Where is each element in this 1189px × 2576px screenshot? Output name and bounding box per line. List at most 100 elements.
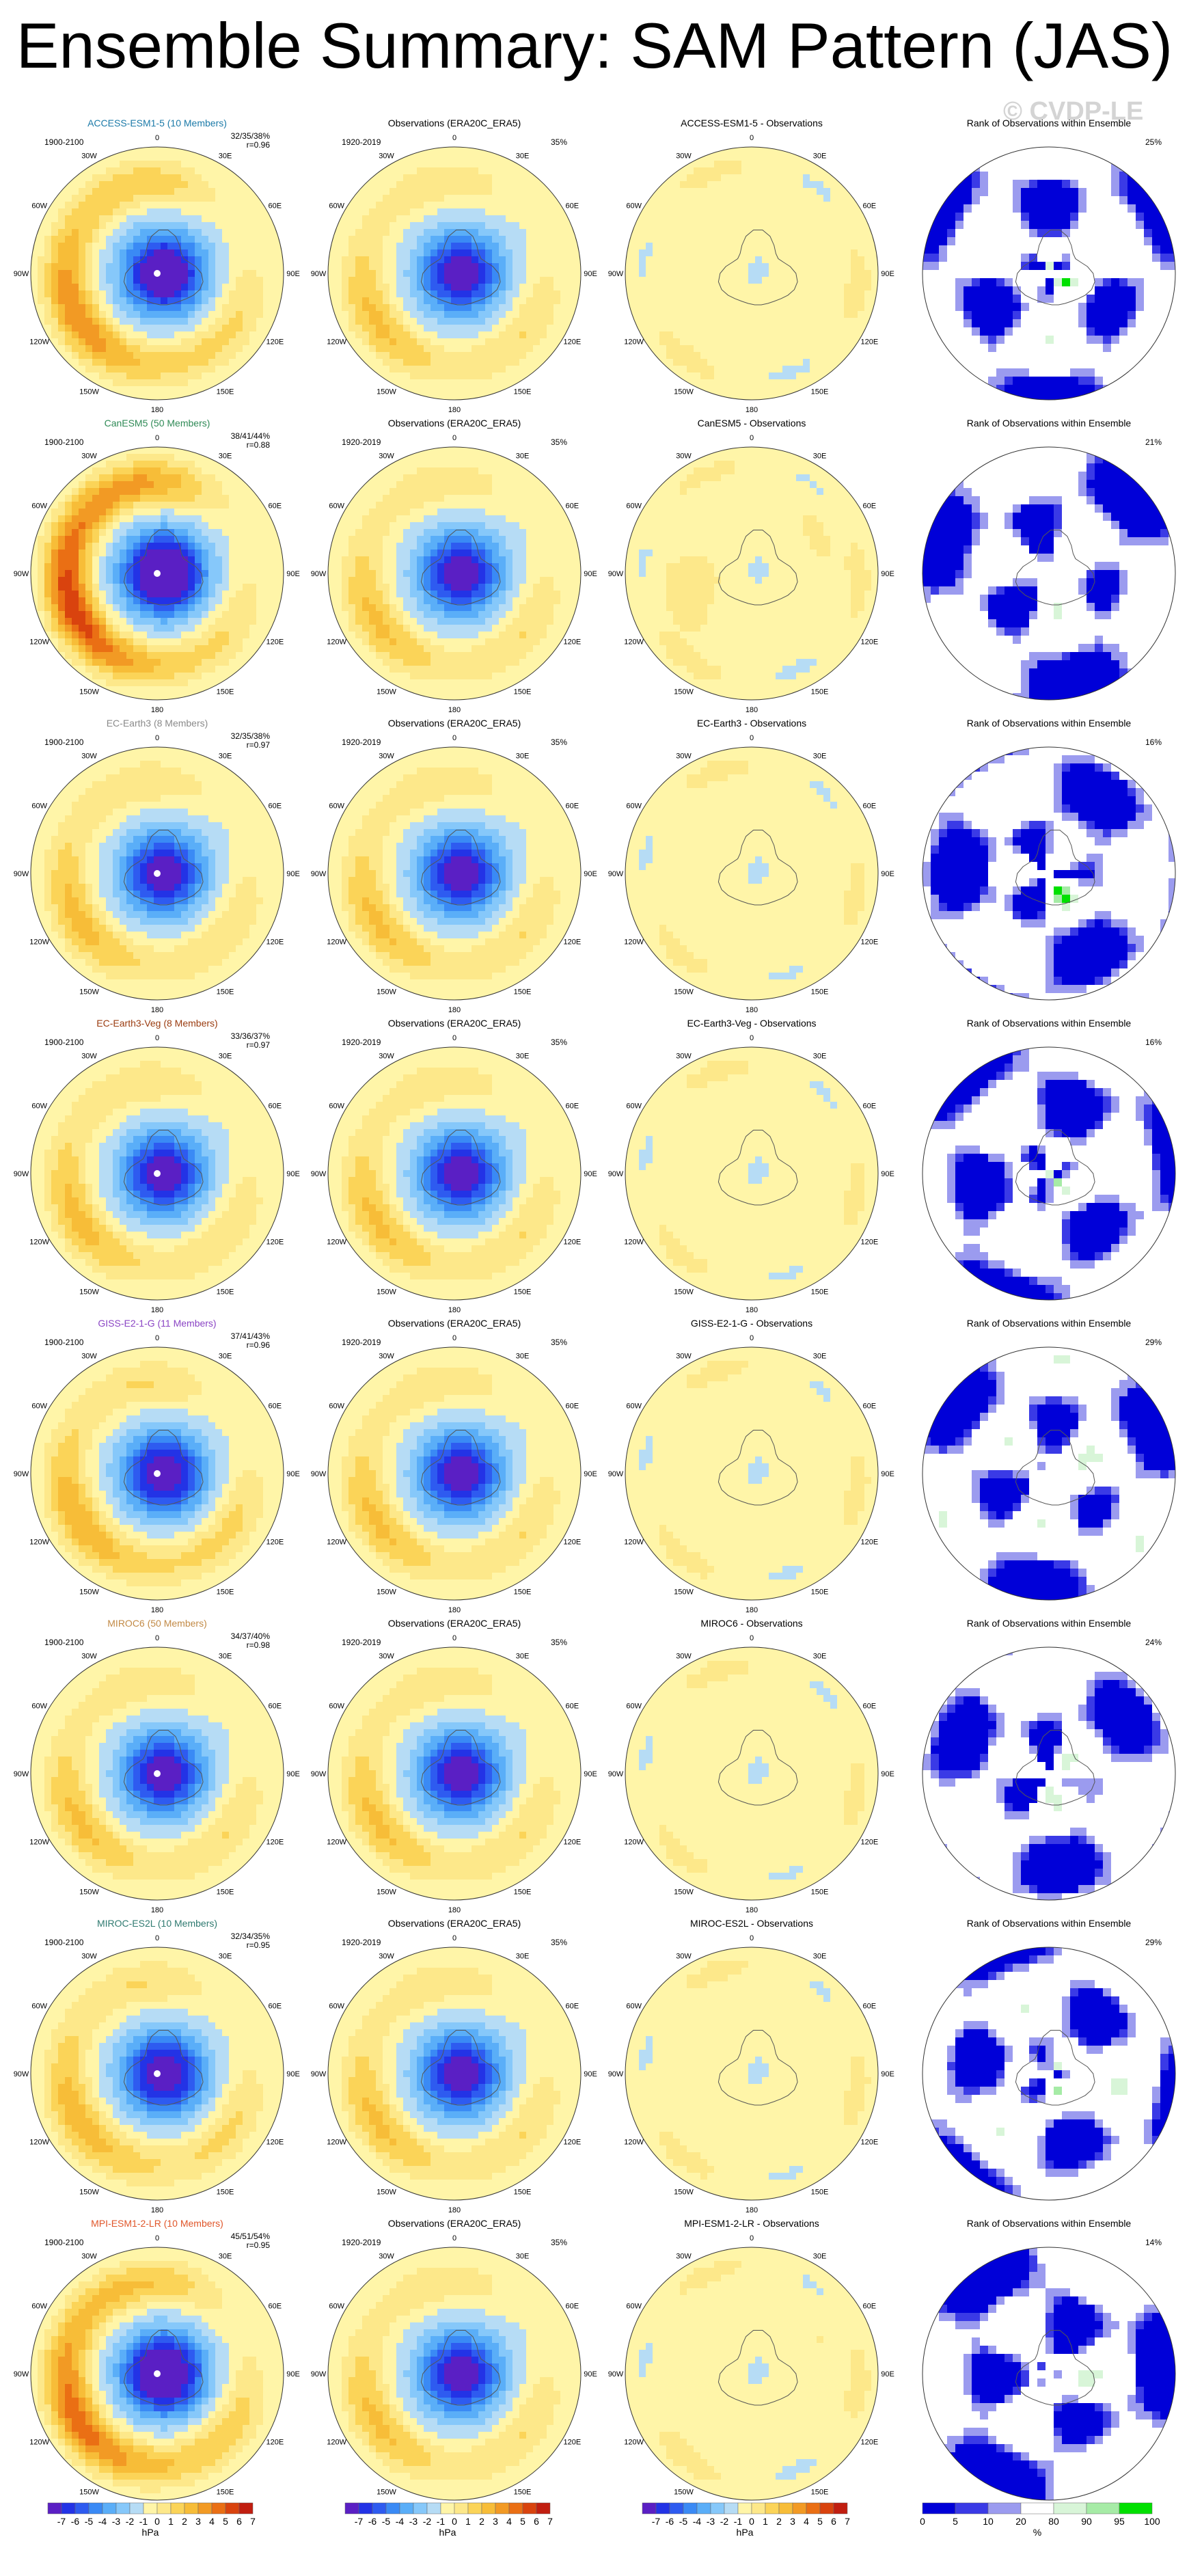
map-cell xyxy=(567,284,575,291)
map-cell xyxy=(519,174,527,182)
map-cell xyxy=(472,277,479,284)
map-cell xyxy=(653,359,660,366)
map-cell xyxy=(810,325,817,332)
map-cell xyxy=(277,249,284,257)
map-cell xyxy=(65,325,72,332)
map-cell xyxy=(58,195,66,202)
map-cell xyxy=(653,311,660,318)
map-cell xyxy=(65,236,72,243)
map-cell xyxy=(1062,147,1071,156)
map-cell xyxy=(533,208,541,216)
map-cell xyxy=(458,311,465,318)
map-cell xyxy=(789,229,797,236)
map-cell xyxy=(1111,327,1120,336)
map-cell xyxy=(769,297,776,305)
map-cell xyxy=(79,325,86,332)
map-cell xyxy=(403,236,411,243)
map-cell xyxy=(666,352,674,360)
map-cell xyxy=(694,345,701,353)
map-cell xyxy=(653,263,660,271)
map-cell xyxy=(506,243,513,250)
map-cell xyxy=(444,372,452,380)
longitude-label: 120W xyxy=(29,338,49,347)
map-cell xyxy=(639,277,646,284)
map-cell xyxy=(140,372,148,380)
map-cell xyxy=(1086,229,1095,238)
map-cell xyxy=(714,249,722,257)
map-cell xyxy=(769,372,776,380)
map-cell xyxy=(72,495,79,502)
map-cell xyxy=(202,188,209,195)
map-cell xyxy=(106,481,113,489)
map-cell xyxy=(133,550,141,557)
map-cell xyxy=(140,366,148,373)
map-cell xyxy=(161,481,168,489)
map-cell xyxy=(355,304,363,312)
longitude-label: 60E xyxy=(863,202,877,211)
map-cell xyxy=(707,215,715,223)
map-cell xyxy=(519,181,527,189)
map-cell xyxy=(728,393,735,400)
map-cell xyxy=(270,522,277,530)
map-cell xyxy=(99,461,107,468)
map-cell xyxy=(673,229,681,236)
map-cell xyxy=(714,263,722,271)
map-cell xyxy=(741,338,749,346)
map-cell xyxy=(714,284,722,291)
map-cell xyxy=(120,447,127,455)
map-cell xyxy=(85,536,93,543)
map-cell xyxy=(996,303,1005,312)
map-cell xyxy=(694,202,701,209)
map-cell xyxy=(1021,368,1030,377)
map-cell xyxy=(506,359,513,366)
map-cell xyxy=(680,352,687,360)
map-cell xyxy=(810,372,817,380)
map-cell xyxy=(167,284,175,291)
map-cell xyxy=(410,181,418,189)
map-cell xyxy=(195,215,202,223)
map-cell xyxy=(85,208,93,216)
map-cell xyxy=(403,249,411,257)
map-cell xyxy=(947,360,956,369)
map-cell xyxy=(858,297,865,305)
map-cell xyxy=(335,243,342,250)
map-cell xyxy=(748,174,756,182)
map-cell xyxy=(249,290,257,298)
map-cell xyxy=(140,338,148,346)
map-cell xyxy=(955,352,964,361)
map-cell xyxy=(659,263,667,271)
map-cell xyxy=(1128,204,1136,213)
longitude-label: 30W xyxy=(379,152,394,161)
map-cell xyxy=(85,174,93,182)
map-cell xyxy=(120,474,127,482)
map-cell xyxy=(673,202,681,209)
map-cell xyxy=(1021,286,1030,295)
map-cell xyxy=(256,536,264,543)
map-cell xyxy=(362,325,370,332)
map-cell xyxy=(355,277,363,284)
map-cell xyxy=(700,311,708,318)
map-cell xyxy=(126,366,134,373)
map-cell xyxy=(126,290,134,298)
map-cell xyxy=(140,550,148,557)
map-cell xyxy=(741,359,749,366)
map-cell xyxy=(540,256,547,264)
map-cell xyxy=(99,188,107,195)
map-cell xyxy=(1119,270,1128,279)
map-cell xyxy=(632,243,640,250)
map-cell xyxy=(202,167,209,175)
map-cell xyxy=(417,243,424,250)
map-cell xyxy=(646,208,653,216)
map-cell xyxy=(506,372,513,380)
map-cell xyxy=(79,563,86,571)
map-cell xyxy=(776,325,783,332)
map-cell xyxy=(147,461,154,468)
map-cell xyxy=(478,256,486,264)
map-cell xyxy=(1046,188,1054,197)
map-cell xyxy=(1136,172,1145,180)
map-cell xyxy=(796,174,804,182)
map-cell xyxy=(85,366,93,373)
map-cell xyxy=(700,147,708,154)
map-cell xyxy=(72,467,79,475)
